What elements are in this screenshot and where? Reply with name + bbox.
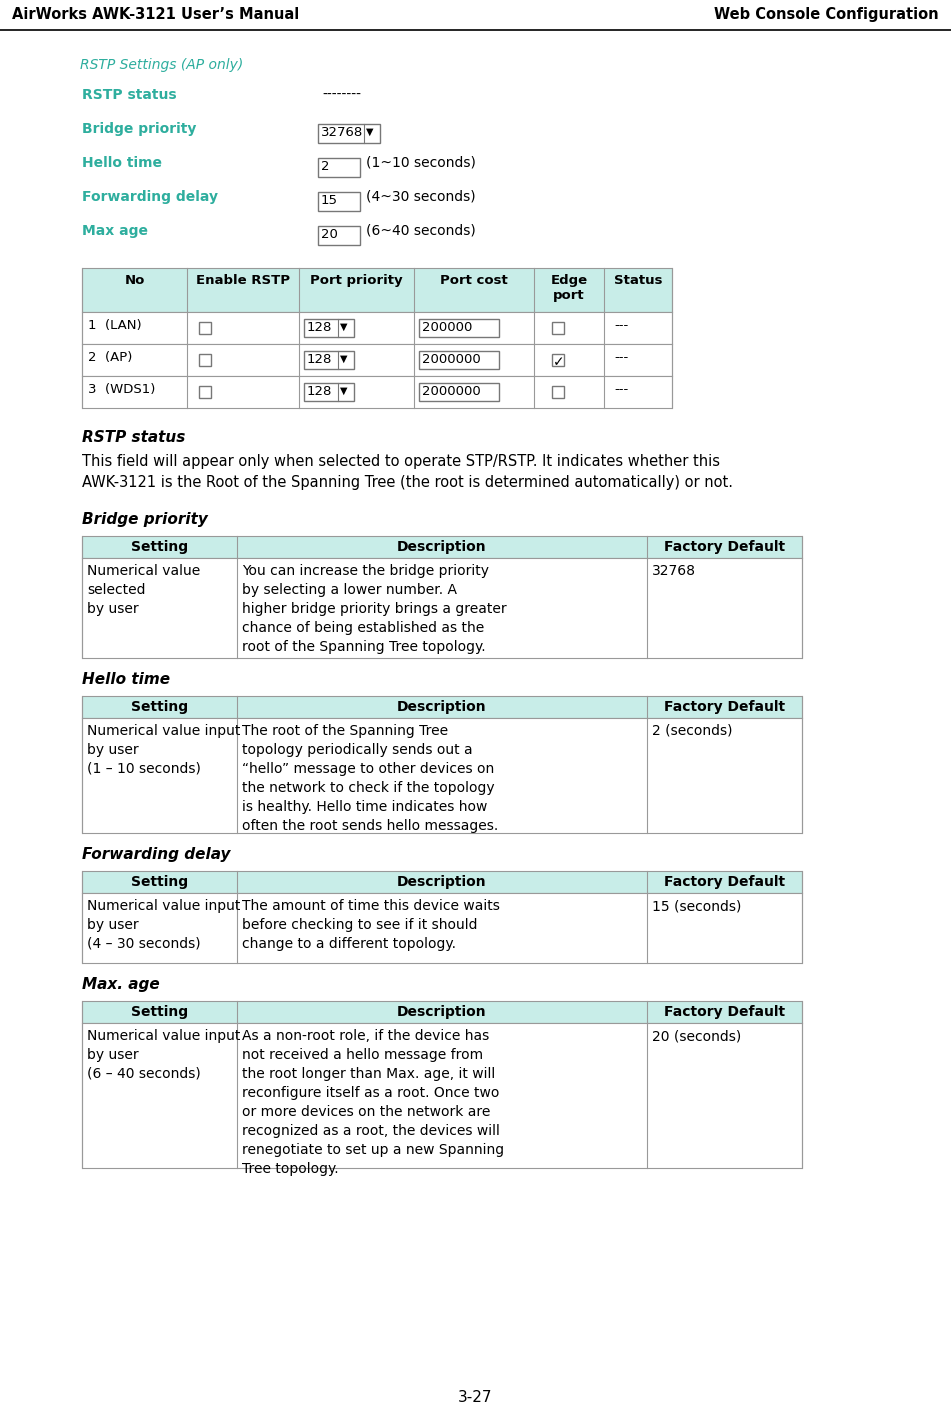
Bar (419, 319, 499, 337)
Text: Numerical value input
by user
(4 – 30 seconds): Numerical value input by user (4 – 30 se… (87, 899, 241, 951)
Text: Forwarding delay: Forwarding delay (82, 190, 218, 204)
Text: (4~30 seconds): (4~30 seconds) (366, 190, 476, 204)
Text: Numerical value
selected
by user: Numerical value selected by user (87, 564, 201, 616)
Text: Max. age: Max. age (82, 977, 160, 993)
Bar (199, 354, 211, 366)
Text: Port cost: Port cost (440, 274, 508, 286)
Text: (1~10 seconds): (1~10 seconds) (366, 156, 476, 170)
Text: As a non-root role, if the device has
not received a hello message from
the root: As a non-root role, if the device has no… (242, 1029, 504, 1175)
Text: This field will appear only when selected to operate STP/RSTP. It indicates whet: This field will appear only when selecte… (82, 453, 733, 490)
Text: ✓: ✓ (553, 355, 565, 369)
Bar (419, 383, 499, 402)
Text: 32768: 32768 (652, 564, 696, 578)
Text: Numerical value input
by user
(1 – 10 seconds): Numerical value input by user (1 – 10 se… (87, 724, 241, 776)
Text: Forwarding delay: Forwarding delay (82, 847, 230, 862)
Bar (318, 192, 360, 211)
Bar (304, 383, 354, 402)
Text: ▼: ▼ (366, 126, 374, 138)
Bar (82, 717, 802, 833)
Text: RSTP status: RSTP status (82, 430, 185, 445)
Text: RSTP status: RSTP status (82, 88, 177, 102)
Text: ---: --- (614, 319, 629, 331)
Text: Bridge priority: Bridge priority (82, 512, 208, 526)
Text: Factory Default: Factory Default (664, 875, 786, 889)
Text: 32768: 32768 (321, 126, 363, 139)
Text: 1  (LAN): 1 (LAN) (88, 319, 142, 331)
Text: Factory Default: Factory Default (664, 541, 786, 555)
Text: AirWorks AWK-3121 User’s Manual: AirWorks AWK-3121 User’s Manual (12, 7, 300, 22)
Text: Description: Description (398, 541, 487, 555)
Text: 200000: 200000 (422, 322, 473, 334)
Text: Hello time: Hello time (82, 156, 162, 170)
Text: ▼: ▼ (340, 354, 347, 364)
Bar (82, 268, 672, 312)
Bar (82, 536, 802, 557)
Bar (82, 344, 672, 376)
Text: Setting: Setting (131, 1005, 188, 1019)
Bar (82, 1001, 802, 1024)
Text: Description: Description (398, 701, 487, 715)
Text: Setting: Setting (131, 701, 188, 715)
Text: ▼: ▼ (340, 386, 347, 396)
Bar (82, 376, 672, 409)
Text: Web Console Configuration: Web Console Configuration (714, 7, 939, 22)
Text: 2 (seconds): 2 (seconds) (652, 724, 732, 739)
Text: (6~40 seconds): (6~40 seconds) (366, 225, 476, 239)
Bar (82, 870, 802, 893)
Bar (82, 1024, 802, 1168)
Text: Description: Description (398, 875, 487, 889)
Bar (82, 893, 802, 963)
Text: The root of the Spanning Tree
topology periodically sends out a
“hello” message : The root of the Spanning Tree topology p… (242, 724, 498, 833)
Bar (552, 354, 564, 366)
Text: 20: 20 (321, 227, 338, 241)
Bar (199, 322, 211, 334)
Text: 128: 128 (307, 352, 333, 366)
Text: 128: 128 (307, 322, 333, 334)
Bar (199, 386, 211, 397)
Text: You can increase the bridge priority
by selecting a lower number. A
higher bridg: You can increase the bridge priority by … (242, 564, 507, 654)
Text: 2000000: 2000000 (422, 352, 481, 366)
Text: ---: --- (614, 383, 629, 396)
Text: Factory Default: Factory Default (664, 701, 786, 715)
Text: Factory Default: Factory Default (664, 1005, 786, 1019)
Text: Setting: Setting (131, 875, 188, 889)
Text: 3  (WDS1): 3 (WDS1) (88, 383, 155, 396)
Text: 20 (seconds): 20 (seconds) (652, 1029, 741, 1043)
Text: No: No (125, 274, 145, 286)
Text: Enable RSTP: Enable RSTP (196, 274, 290, 286)
Bar (318, 226, 360, 246)
Text: Setting: Setting (131, 541, 188, 555)
Bar (318, 124, 380, 143)
Text: ▼: ▼ (340, 322, 347, 331)
Text: RSTP Settings (AP only): RSTP Settings (AP only) (80, 58, 243, 72)
Bar (82, 557, 802, 658)
Text: Edge
port: Edge port (551, 274, 588, 302)
Text: 2  (AP): 2 (AP) (88, 351, 132, 364)
Bar (419, 351, 499, 369)
Text: 3-27: 3-27 (457, 1390, 493, 1404)
Bar (552, 386, 564, 397)
Text: ---: --- (614, 351, 629, 364)
Text: Port priority: Port priority (310, 274, 403, 286)
Text: 2: 2 (321, 160, 329, 173)
Text: Max age: Max age (82, 225, 148, 239)
Bar (318, 159, 360, 177)
Text: 2000000: 2000000 (422, 385, 481, 397)
Text: Bridge priority: Bridge priority (82, 122, 196, 136)
Bar (82, 696, 802, 717)
Text: Description: Description (398, 1005, 487, 1019)
Bar (304, 319, 354, 337)
Text: 15: 15 (321, 194, 338, 206)
Bar (82, 312, 672, 344)
Text: Hello time: Hello time (82, 673, 170, 687)
Text: 15 (seconds): 15 (seconds) (652, 899, 742, 913)
Text: Numerical value input
by user
(6 – 40 seconds): Numerical value input by user (6 – 40 se… (87, 1029, 241, 1081)
Text: The amount of time this device waits
before checking to see if it should
change : The amount of time this device waits bef… (242, 899, 500, 951)
Text: 128: 128 (307, 385, 333, 397)
Text: Status: Status (613, 274, 662, 286)
Bar (304, 351, 354, 369)
Bar (552, 322, 564, 334)
Text: --------: -------- (322, 88, 361, 102)
